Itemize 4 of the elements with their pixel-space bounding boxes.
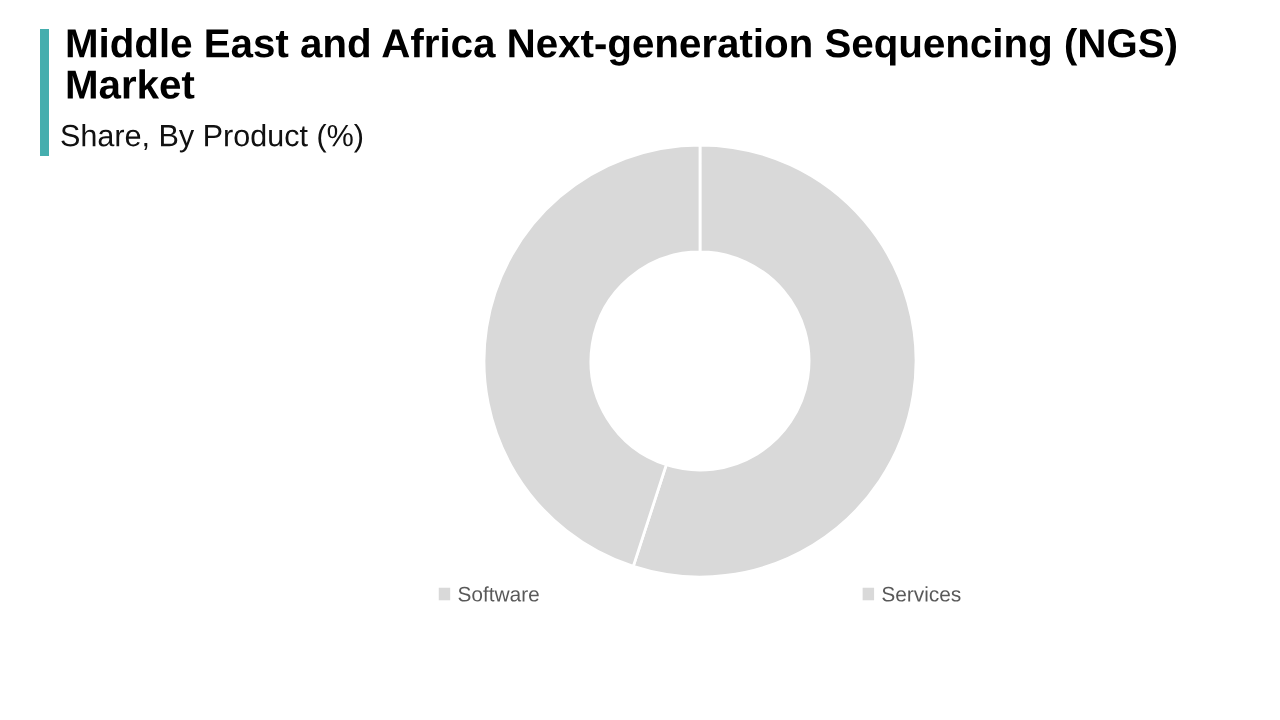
chart-subtitle: Share, By Product (%) [61, 124, 363, 153]
legend-label: Services [882, 586, 961, 602]
chart-title: Middle East and Africa Next-generation Sequencing (NGS) Market [67, 28, 1177, 99]
legend-label: Software [458, 586, 539, 602]
